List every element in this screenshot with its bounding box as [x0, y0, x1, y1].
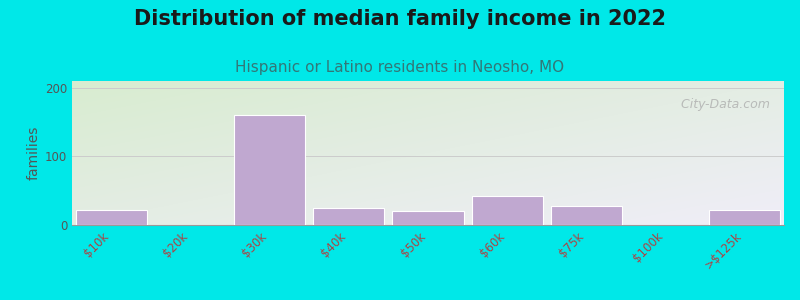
Bar: [76, 210, 147, 225]
Bar: [234, 115, 306, 225]
Bar: [471, 196, 542, 225]
Text: Hispanic or Latino residents in Neosho, MO: Hispanic or Latino residents in Neosho, …: [235, 60, 565, 75]
Bar: [709, 210, 780, 225]
Text: City-Data.com: City-Data.com: [669, 98, 770, 111]
Y-axis label: families: families: [26, 126, 41, 180]
Bar: [392, 211, 463, 225]
Text: Distribution of median family income in 2022: Distribution of median family income in …: [134, 9, 666, 29]
Bar: [550, 206, 622, 225]
Bar: [314, 208, 385, 225]
